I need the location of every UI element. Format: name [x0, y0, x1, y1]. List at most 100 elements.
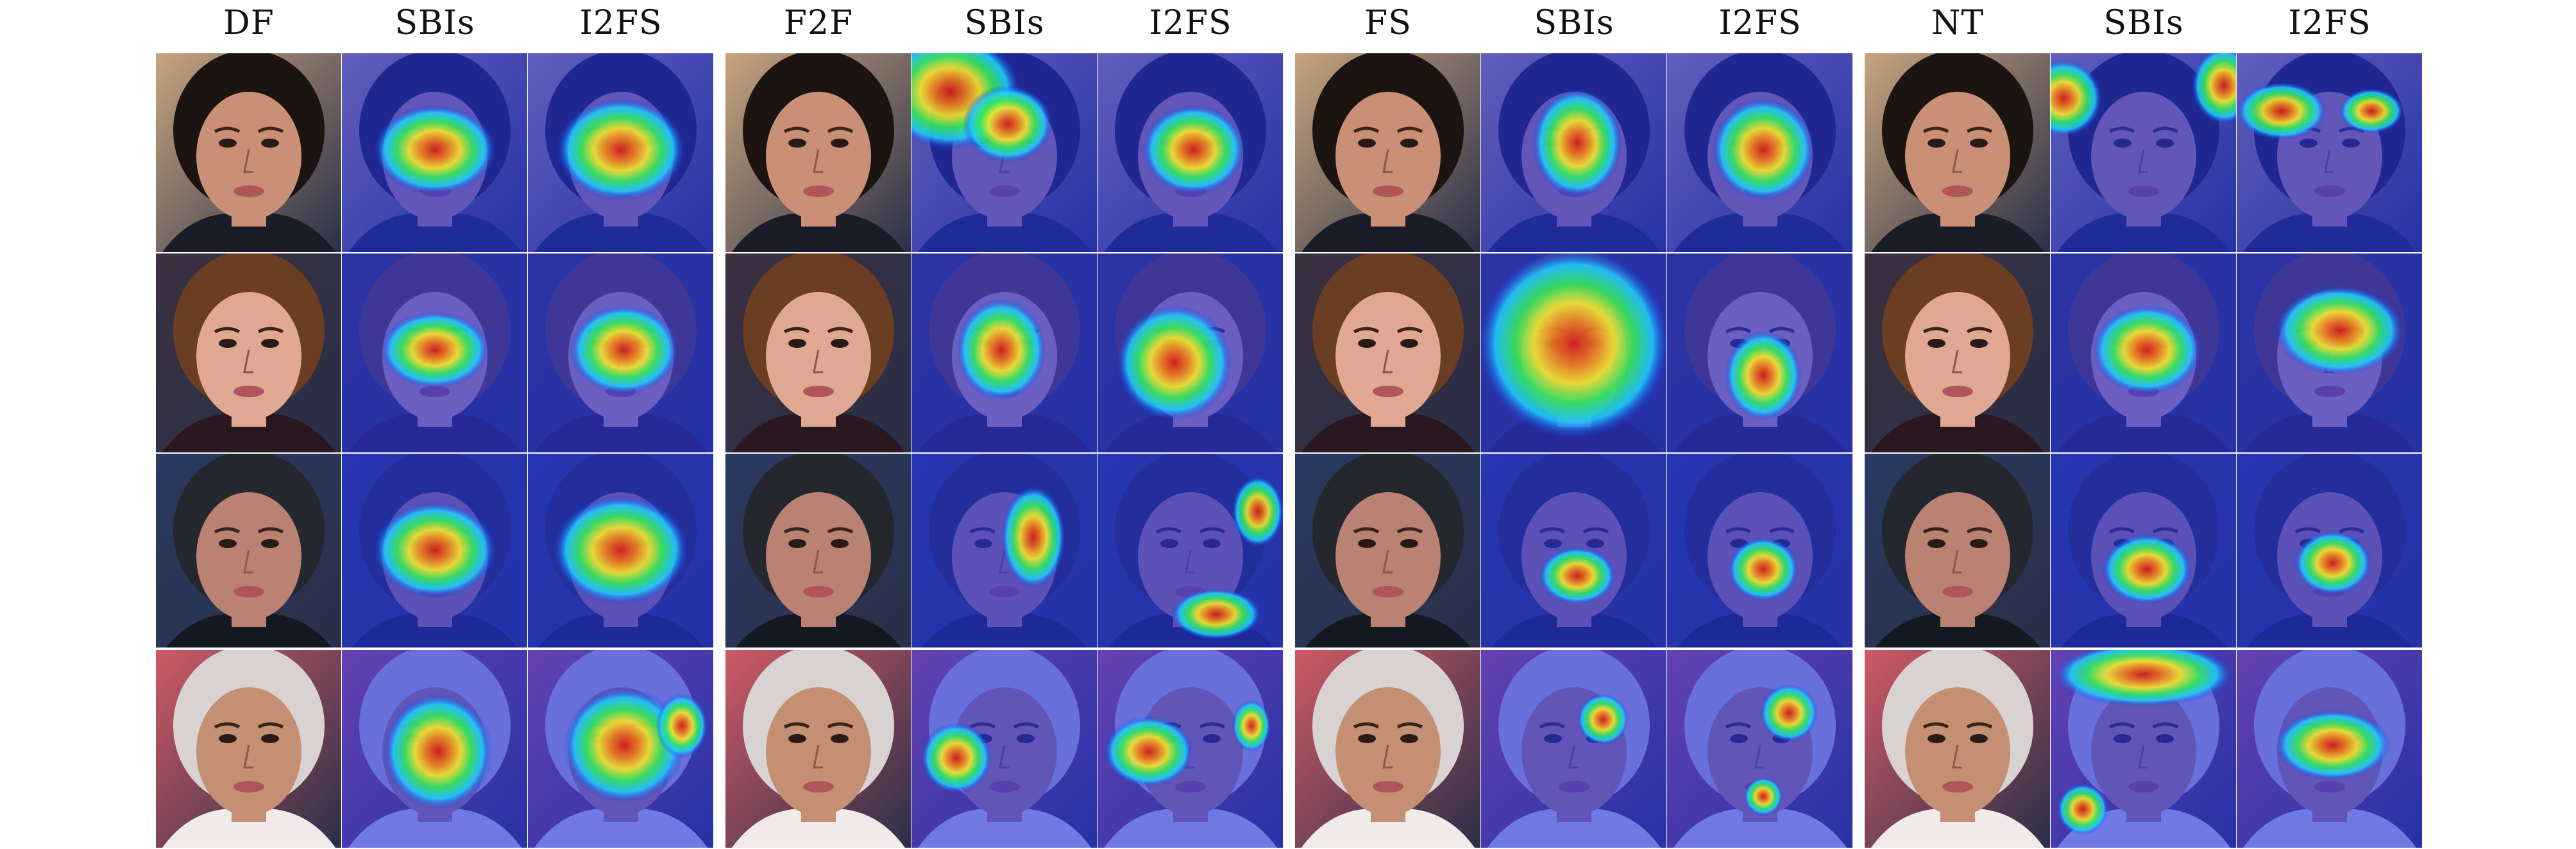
- heatmap-overlay: [342, 454, 527, 653]
- heatmap-image: [342, 454, 528, 653]
- heatmap-overlay: [911, 649, 1097, 848]
- heatmap-overlay: [528, 454, 713, 653]
- face-graphic: [725, 649, 911, 848]
- heatmap-image: [2051, 649, 2237, 848]
- heatmap-image: [2237, 454, 2423, 653]
- heatmap-image: [1667, 454, 1853, 653]
- heatmap-overlay: [342, 649, 527, 848]
- face-image: [156, 454, 342, 653]
- heatmap-image: [2237, 53, 2423, 252]
- column-header: I2FS: [579, 4, 663, 42]
- face-graphic: [156, 253, 341, 452]
- heatmap-overlay: [1481, 649, 1666, 848]
- heatmap-overlay: [911, 454, 1097, 653]
- face-image: [1865, 649, 2051, 848]
- face-image: [1865, 454, 2051, 653]
- heatmap-image: [1481, 53, 1667, 252]
- heatmap-overlay: [2237, 454, 2422, 653]
- column-header: NT: [1931, 4, 1985, 42]
- column-header: SBIs: [964, 4, 1045, 42]
- face-image: [1295, 53, 1481, 252]
- heatmap-overlay: [1667, 253, 1852, 452]
- heatmap-overlay: [528, 649, 713, 848]
- face-image: [1295, 649, 1481, 848]
- heatmap-image: [2237, 649, 2423, 848]
- face-graphic: [725, 53, 911, 252]
- group-df: DF SBIs I2FS: [156, 0, 714, 849]
- heatmap-overlay: [342, 53, 527, 252]
- heatmap-image: [528, 253, 714, 452]
- row-separator: [1865, 647, 2423, 650]
- face-graphic: [725, 454, 911, 653]
- heatmap-overlay: [2051, 649, 2236, 848]
- heatmap-overlay: [1097, 253, 1283, 452]
- heatmap-image: [528, 649, 714, 848]
- heatmap-image: [1481, 454, 1667, 653]
- heatmap-overlay: [2237, 53, 2422, 252]
- heatmap-image: [1481, 253, 1667, 452]
- heatmap-overlay: [2051, 53, 2236, 252]
- face-image: [156, 53, 342, 252]
- heatmap-image: [1097, 253, 1284, 452]
- heatmap-overlay: [1481, 253, 1666, 452]
- heatmap-image: [2051, 253, 2237, 452]
- face-graphic: [156, 649, 341, 848]
- heatmap-overlay: [1667, 649, 1852, 848]
- group-fs: FS SBIs I2FS: [1295, 0, 1853, 849]
- heatmap-overlay: [528, 53, 713, 252]
- column-header: I2FS: [1718, 4, 1802, 42]
- face-graphic: [1865, 454, 2050, 653]
- face-image: [1865, 253, 2051, 452]
- heatmap-overlay: [2051, 454, 2236, 653]
- heatmap-overlay: [342, 253, 527, 452]
- row-separator: [156, 647, 714, 650]
- row-separator: [725, 647, 1284, 650]
- face-graphic: [1865, 649, 2050, 848]
- heatmap-image: [342, 649, 528, 848]
- heatmap-overlay: [1097, 649, 1283, 848]
- face-graphic: [1865, 253, 2050, 452]
- column-header: FS: [1364, 4, 1412, 42]
- heatmap-overlay: [1667, 454, 1852, 653]
- heatmap-overlay: [1481, 454, 1666, 653]
- column-header: F2F: [783, 4, 854, 42]
- group-nt: NT SBIs I2FS: [1865, 0, 2423, 849]
- heatmap-image: [1097, 454, 1284, 653]
- heatmap-image: [911, 53, 1097, 252]
- column-header: I2FS: [1149, 4, 1232, 42]
- heatmap-overlay: [2237, 649, 2422, 848]
- heatmap-image: [1097, 649, 1284, 848]
- face-graphic: [156, 53, 341, 252]
- group-f2f: F2F SBIs I2FS: [725, 0, 1284, 849]
- face-image: [725, 454, 911, 653]
- heatmap-overlay: [1097, 454, 1283, 653]
- heatmap-image: [342, 53, 528, 252]
- heatmap-image: [342, 253, 528, 452]
- heatmap-image: [528, 53, 714, 252]
- face-graphic: [1295, 454, 1480, 653]
- heatmap-image: [1097, 53, 1284, 252]
- face-graphic: [1295, 649, 1480, 848]
- heatmap-image: [911, 253, 1097, 452]
- face-image: [725, 53, 911, 252]
- heatmap-overlay: [911, 53, 1097, 252]
- row-separator: [1295, 647, 1853, 650]
- heatmap-image: [2237, 253, 2423, 452]
- heatmap-image: [911, 454, 1097, 653]
- column-header: SBIs: [2103, 4, 2184, 42]
- face-image: [1295, 454, 1481, 653]
- heatmap-overlay: [528, 253, 713, 452]
- face-image: [1295, 253, 1481, 452]
- heatmap-image: [528, 454, 714, 653]
- face-image: [156, 253, 342, 452]
- face-graphic: [1865, 53, 2050, 252]
- column-header: SBIs: [1534, 4, 1614, 42]
- heatmap-overlay: [1667, 53, 1852, 252]
- heatmap-overlay: [1481, 53, 1666, 252]
- heatmap-image: [1481, 649, 1667, 848]
- face-image: [725, 649, 911, 848]
- heatmap-image: [1667, 253, 1853, 452]
- face-graphic: [725, 253, 911, 452]
- heatmap-image: [911, 649, 1097, 848]
- column-header: DF: [223, 4, 275, 42]
